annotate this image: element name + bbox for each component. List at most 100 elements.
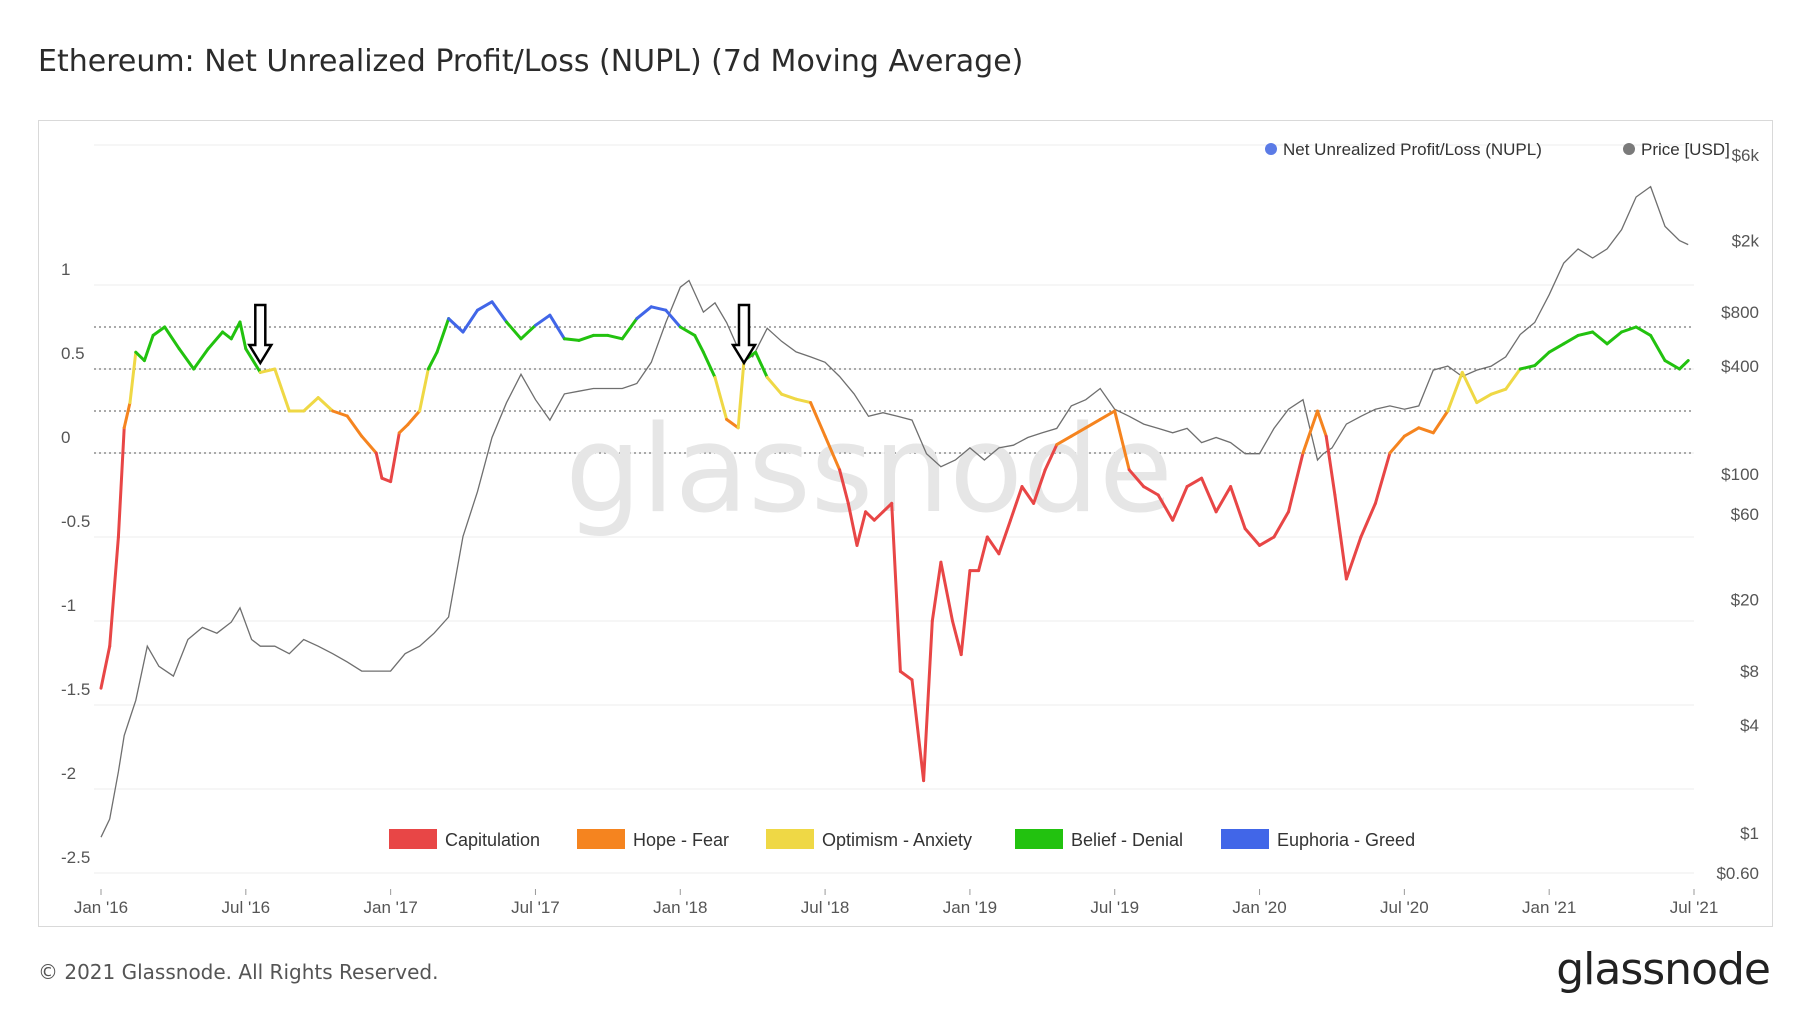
zone-legend-label: Belief - Denial — [1071, 830, 1183, 850]
y-right-tick-label: $8 — [1740, 662, 1759, 681]
nupl-segment-capitulation — [922, 619, 934, 783]
nupl-segment-optimism-anxiety — [1504, 367, 1522, 391]
nupl-segment-hope-fear — [1417, 426, 1435, 435]
y-right-tick-label: $100 — [1721, 465, 1759, 484]
nupl-segment-capitulation — [939, 560, 954, 623]
nupl-segment-optimism-anxiety — [1489, 387, 1508, 396]
nupl-segment-capitulation — [890, 501, 902, 673]
nupl-segment-capitulation — [1333, 493, 1348, 581]
nupl-segment-belief-denial — [426, 350, 439, 371]
nupl-segment-hope-fear — [725, 417, 740, 430]
legend-nupl-label: Net Unrealized Profit/Loss (NUPL) — [1283, 140, 1542, 159]
x-tick-label: Jan '18 — [653, 898, 707, 917]
nupl-segment-capitulation — [374, 451, 384, 480]
legend-nupl-marker — [1265, 143, 1277, 155]
legend-price-marker — [1623, 143, 1635, 155]
nupl-segment-capitulation — [1127, 468, 1146, 489]
nupl-segment-optimism-anxiety — [794, 397, 813, 405]
nupl-segment-belief-denial — [134, 350, 146, 363]
nupl-segment-capitulation — [1156, 493, 1175, 522]
nupl-segment-belief-denial — [229, 320, 242, 341]
nupl-segment-capitulation — [1200, 476, 1218, 514]
nupl-segment-belief-denial — [435, 317, 451, 354]
nupl-segment-optimism-anxiety — [713, 375, 729, 421]
nupl-segment-capitulation — [855, 510, 868, 547]
annotation-arrow-jul-16 — [247, 303, 274, 366]
nupl-segment-belief-denial — [606, 333, 624, 341]
nupl-segment-belief-denial — [1576, 330, 1595, 337]
nupl-segment-belief-denial — [1518, 364, 1537, 371]
nupl-segment-hope-fear — [345, 414, 364, 438]
nupl-segment-belief-denial — [1620, 325, 1638, 334]
nupl-segment-hope-fear — [1069, 426, 1088, 438]
nupl-segment-euphoria-greed — [534, 313, 552, 327]
nupl-segment-capitulation — [1020, 485, 1036, 505]
nupl-segment-hope-fear — [809, 401, 827, 438]
nupl-segment-belief-denial — [177, 347, 196, 371]
x-tick-label: Jul '16 — [222, 898, 271, 917]
nupl-segment-capitulation — [1258, 535, 1276, 547]
nupl-segment-capitulation — [1344, 535, 1363, 581]
nupl-segment-hope-fear — [406, 409, 422, 426]
price-line — [100, 185, 1689, 838]
nupl-segment-hope-fear — [1084, 417, 1102, 430]
y-left-tick-label: -2.5 — [61, 848, 90, 867]
nupl-segment-capitulation — [951, 619, 963, 657]
chart-panel: glassnode 1 0.5 0 -0.5 -1 -1.5 -2 -2.5 $6k $2k $800… — [38, 120, 1773, 927]
nupl-segment-capitulation — [389, 431, 401, 484]
nupl-segment-hope-fear — [397, 422, 410, 435]
nupl-segment-hope-fear — [1055, 434, 1073, 447]
nupl-segment-belief-denial — [163, 325, 181, 351]
nupl-segment-capitulation — [1043, 443, 1059, 472]
nupl-segment-belief-denial — [693, 333, 705, 354]
nupl-segment-belief-denial — [1591, 330, 1609, 346]
y-left-tick-label: -0.5 — [61, 512, 90, 531]
nupl-segment-capitulation — [116, 426, 126, 539]
nupl-segment-belief-denial — [142, 333, 155, 363]
nupl-segment-optimism-anxiety — [1460, 370, 1479, 405]
nupl-segment-capitulation — [898, 669, 914, 682]
nupl-segment-capitulation — [1287, 451, 1305, 514]
nupl-segment-capitulation — [108, 535, 120, 648]
nupl-segment-hope-fear — [1113, 409, 1131, 472]
nupl-segment-optimism-anxiety — [316, 396, 335, 413]
y-left-tick-label: -1.5 — [61, 680, 90, 699]
nupl-segment-optimism-anxiety — [418, 367, 430, 413]
nupl-segment-euphoria-greed — [664, 308, 682, 329]
nupl-segment-capitulation — [1229, 485, 1247, 531]
nupl-segment-capitulation — [1214, 485, 1233, 514]
nupl-segment-belief-denial — [206, 330, 225, 351]
nupl-segment-euphoria-greed — [461, 308, 479, 334]
nupl-segment-capitulation — [959, 569, 972, 657]
y-left-tick-label: 0 — [61, 428, 70, 447]
nupl-segment-optimism-anxiety — [1446, 370, 1464, 413]
nupl-segment-belief-denial — [1562, 333, 1580, 346]
nupl-segment-capitulation — [1009, 485, 1024, 522]
nupl-segment-capitulation — [99, 644, 112, 690]
nupl-segment-capitulation — [838, 468, 850, 505]
y-right-tick-label: $1 — [1740, 824, 1759, 843]
zone-legend-label: Euphoria - Greed — [1277, 830, 1415, 850]
nupl-segment-optimism-anxiety — [765, 375, 784, 396]
nupl-segment-capitulation — [881, 501, 894, 514]
nupl-segment-optimism-anxiety — [302, 396, 320, 413]
nupl-segment-capitulation — [1324, 434, 1337, 497]
nupl-segment-capitulation — [1359, 501, 1377, 539]
nupl-segment-capitulation — [997, 518, 1012, 556]
nupl-segment-capitulation — [1272, 510, 1290, 539]
x-tick-label: Jul '21 — [1670, 898, 1719, 917]
nupl-segment-capitulation — [380, 476, 393, 484]
y-right-tick-label: $20 — [1731, 591, 1759, 610]
y-right-tick-label: $2k — [1732, 232, 1760, 251]
nupl-segment-capitulation — [872, 510, 885, 522]
nupl-segment-hope-fear — [1316, 409, 1328, 438]
nupl-segment-belief-denial — [238, 320, 248, 351]
nupl-segment-belief-denial — [754, 350, 769, 379]
nupl-segment-euphoria-greed — [635, 305, 653, 321]
legend-price-label: Price [USD] — [1641, 140, 1730, 159]
x-tick-label: Jan '19 — [943, 898, 997, 917]
x-tick-label: Jul '17 — [511, 898, 560, 917]
annotation-arrow-apr-18 — [730, 303, 758, 366]
nupl-segment-optimism-anxiety — [1475, 392, 1493, 405]
nupl-segment-capitulation — [1142, 485, 1160, 497]
